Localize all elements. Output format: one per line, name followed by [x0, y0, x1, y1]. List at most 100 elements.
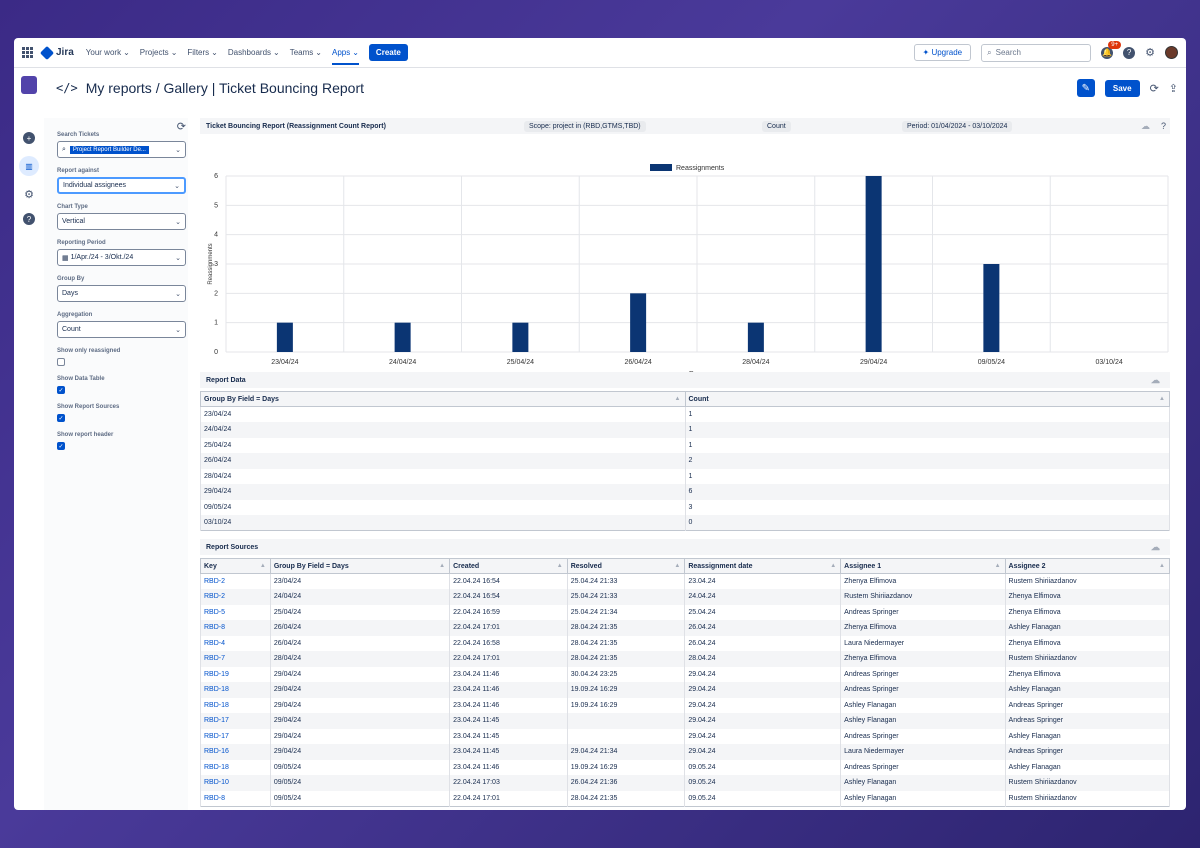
issue-key-link[interactable]: RBD-18: [200, 697, 271, 713]
report-sources-column-header[interactable]: Resolved ▲: [566, 558, 686, 574]
cloud-download-icon[interactable]: ☁: [1141, 120, 1150, 131]
issue-key-link[interactable]: RBD-4: [200, 635, 271, 651]
help-circle-icon[interactable]: ?: [23, 213, 35, 225]
help-icon[interactable]: ?: [1160, 121, 1166, 131]
table-cell: 28/04/24: [200, 468, 686, 484]
search-input[interactable]: ⌕ Search: [981, 43, 1092, 62]
table-cell: 1: [684, 468, 1170, 484]
table-cell: 29/04/24: [200, 484, 686, 500]
nav-dashboards[interactable]: Dashboards ⌄: [228, 48, 280, 57]
issue-key-link[interactable]: RBD-17: [200, 728, 271, 744]
add-icon[interactable]: +: [23, 132, 35, 144]
show-data-table-label: Show Data Table: [57, 376, 105, 382]
nav-your-work[interactable]: Your work ⌄: [86, 48, 130, 57]
report-data-column-header[interactable]: Count ▲: [684, 391, 1170, 407]
chevron-down-icon: ⌄: [352, 48, 359, 57]
report-sources-column-header[interactable]: Group By Field = Days ▲: [269, 558, 451, 574]
refresh-icon[interactable]: ⟳: [1149, 82, 1159, 95]
breadcrumb-parent-link[interactable]: My reports: [85, 80, 152, 96]
notifications-icon[interactable]: 🔔 9+: [1101, 40, 1122, 59]
show-data-table-checkbox[interactable]: ✓: [57, 386, 65, 394]
reporting-period-picker[interactable]: ▦ 1/Apr./24 - 3/Okt./24 ⌄: [57, 249, 186, 266]
table-cell: 23.04.24 11:45: [449, 728, 568, 744]
table-cell: 23.04.24 11:46: [449, 759, 568, 775]
table-cell: Ashley Flanagan: [1004, 728, 1171, 744]
show-only-reassigned-checkbox[interactable]: [57, 358, 65, 366]
report-data-column-header[interactable]: Group By Field = Days ▲: [200, 391, 686, 407]
settings-icon[interactable]: ⚙: [24, 189, 34, 201]
bar: [276, 322, 293, 352]
cloud-download-icon[interactable]: ☁: [1151, 541, 1160, 552]
nav-apps[interactable]: Apps ⌄: [331, 40, 359, 65]
column-label: Group By Field = Days: [273, 562, 349, 570]
issue-key-link[interactable]: RBD-8: [200, 620, 271, 636]
table-cell: 26.04.24: [684, 620, 842, 636]
table-cell: 09/05/24: [269, 790, 451, 806]
issue-key-link[interactable]: RBD-18: [200, 759, 271, 775]
table-cell: 28.04.24 21:35: [566, 620, 686, 636]
issue-key-link[interactable]: RBD-2: [200, 573, 271, 589]
chart-svg: 0 1 2 3 4 5 6 23/04/24 24/04/24 25/04/24 26/04/24 2…: [208, 164, 1169, 378]
table-cell: 29.04.24: [684, 697, 842, 713]
report-app-icon[interactable]: [21, 76, 37, 94]
table-cell: 22.04.24 16:54: [449, 589, 568, 605]
avatar[interactable]: [1165, 46, 1178, 59]
issue-key-link[interactable]: RBD-2: [200, 589, 271, 605]
report-sources-column-header[interactable]: Assignee 2 ▲: [1004, 558, 1171, 574]
table-cell: 19.09.24 16:29: [566, 759, 686, 775]
table-row: RBD-8 26/04/24 22.04.24 17:01 28.04.24 21:3…: [200, 620, 1171, 636]
edit-pencil-button[interactable]: ✎: [1076, 79, 1095, 97]
settings-gear-icon[interactable]: ⚙: [1145, 47, 1155, 59]
issue-key-link[interactable]: RBD-5: [200, 604, 271, 620]
column-label: Resolved: [570, 562, 602, 570]
help-icon[interactable]: ?: [1123, 46, 1136, 59]
table-cell: 23.04.24 11:46: [449, 682, 568, 698]
table-row: 24/04/24 1: [200, 422, 1170, 438]
report-sources-column-header[interactable]: Created ▲: [449, 558, 568, 574]
issue-key-link[interactable]: RBD-8: [200, 790, 271, 806]
show-report-sources-checkbox[interactable]: ✓: [57, 414, 65, 422]
table-row: RBD-17 29/04/24 23.04.24 11:45 29.04.24 Andr…: [200, 728, 1171, 744]
table-cell: Ashley Flanagan: [1004, 620, 1171, 636]
aggregation-select[interactable]: Count ⌄: [57, 321, 186, 338]
issue-key-link[interactable]: RBD-16: [200, 744, 271, 760]
bar-chart: 0 1 2 3 4 5 6 23/04/24 24/04/24 25/04/24 26/04/24 2…: [200, 134, 1170, 378]
report-sources-column-header[interactable]: Key ▲: [200, 558, 271, 574]
nav-filters[interactable]: Filters ⌄: [187, 48, 217, 57]
save-button[interactable]: Save: [1104, 79, 1140, 97]
upgrade-button[interactable]: ✦ Upgrade: [913, 44, 972, 61]
issue-key-link[interactable]: RBD-17: [200, 713, 271, 729]
report-sources-column-header[interactable]: Reassignment date ▲: [684, 558, 842, 574]
table-cell: 22.04.24 17:01: [449, 651, 568, 667]
search-tickets-select[interactable]: ⌕ Project Report Builder De... ⌄: [57, 141, 186, 158]
create-button[interactable]: Create: [368, 44, 408, 61]
legend-label: Reassignments: [676, 165, 725, 172]
jira-logo[interactable]: Jira: [39, 45, 74, 60]
table-cell: Andreas Springer: [1004, 713, 1171, 729]
nav-projects[interactable]: Projects ⌄: [140, 48, 178, 57]
show-report-header-checkbox[interactable]: ✓: [57, 442, 65, 450]
issue-key-link[interactable]: RBD-7: [200, 651, 271, 667]
app-switcher-icon[interactable]: [22, 46, 34, 59]
issue-key-link[interactable]: RBD-19: [200, 666, 271, 682]
report-against-select[interactable]: Individual assignees ⌄: [57, 177, 186, 194]
breadcrumb: My reports / Gallery | Ticket Bouncing R…: [86, 80, 364, 96]
group-by-select[interactable]: Days ⌄: [57, 285, 186, 302]
table-cell: 23.04.24 11:45: [449, 744, 568, 760]
nav-label: Your work: [85, 48, 122, 57]
issue-key-link[interactable]: RBD-10: [200, 775, 271, 791]
table-cell: 09/05/24: [200, 499, 686, 515]
chart-type-select[interactable]: Vertical ⌄: [57, 213, 186, 230]
period-pill: Period: 01/04/2024 - 03/10/2024: [902, 120, 1013, 132]
table-row: RBD-5 25/04/24 22.04.24 16:59 25.04.24 21:3…: [200, 604, 1171, 620]
share-icon[interactable]: ⇪: [1168, 82, 1178, 95]
table-cell: 1: [684, 422, 1170, 438]
refresh-settings-icon[interactable]: ⟳: [176, 121, 186, 133]
nav-teams[interactable]: Teams ⌄: [290, 48, 322, 57]
chart-icon[interactable]: ▥: [19, 156, 39, 176]
cloud-download-icon[interactable]: ☁: [1151, 374, 1160, 385]
table-cell: Andreas Springer: [840, 682, 1006, 698]
issue-key-link[interactable]: RBD-18: [200, 682, 271, 698]
report-sources-column-header[interactable]: Assignee 1 ▲: [840, 558, 1006, 574]
table-cell: 23.04.24 11:46: [449, 697, 568, 713]
